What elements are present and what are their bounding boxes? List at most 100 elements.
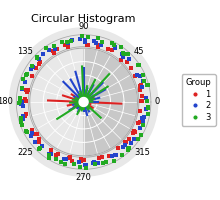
- Point: [99, 43, 102, 47]
- Point: [33, 132, 36, 135]
- Point: [127, 58, 130, 61]
- Point: [37, 140, 41, 144]
- Point: [133, 74, 137, 77]
- Point: [113, 153, 116, 156]
- Point: [129, 67, 132, 70]
- Point: [48, 49, 51, 52]
- Text: 315: 315: [134, 148, 150, 157]
- Point: [122, 52, 125, 55]
- Point: [138, 85, 141, 88]
- Text: 270: 270: [76, 173, 92, 182]
- Point: [25, 112, 28, 116]
- Point: [100, 155, 103, 158]
- Point: [119, 58, 123, 61]
- Point: [69, 39, 73, 42]
- Point: [140, 116, 144, 119]
- Point: [29, 68, 33, 71]
- Point: [60, 40, 64, 44]
- Point: [132, 137, 136, 141]
- Point: [113, 46, 117, 50]
- Point: [53, 47, 57, 50]
- Point: [139, 126, 142, 129]
- Point: [63, 162, 67, 165]
- Point: [25, 130, 29, 134]
- Point: [45, 47, 48, 50]
- Point: [37, 63, 40, 66]
- Point: [146, 83, 149, 86]
- Point: [107, 154, 111, 157]
- Point: [77, 160, 81, 163]
- Point: [97, 45, 100, 48]
- Point: [54, 158, 57, 161]
- Point: [30, 129, 34, 132]
- Point: [114, 153, 118, 156]
- Point: [126, 148, 130, 152]
- Point: [35, 66, 38, 69]
- Point: [101, 162, 105, 165]
- Point: [84, 166, 88, 169]
- Point: [141, 123, 144, 126]
- Point: [31, 65, 35, 68]
- Point: [112, 159, 116, 162]
- Point: [85, 44, 88, 47]
- Point: [24, 74, 28, 77]
- Point: [136, 137, 140, 140]
- Point: [146, 84, 149, 87]
- Point: [147, 112, 150, 115]
- Point: [141, 73, 145, 76]
- Point: [20, 88, 24, 91]
- Text: 180: 180: [0, 97, 13, 106]
- Point: [63, 43, 66, 47]
- Point: [138, 120, 142, 123]
- Point: [20, 116, 23, 119]
- Point: [116, 147, 119, 150]
- Point: [111, 155, 114, 158]
- Point: [131, 132, 135, 135]
- Point: [18, 97, 21, 100]
- Point: [142, 80, 146, 83]
- Point: [19, 99, 22, 102]
- Point: [82, 158, 86, 161]
- Point: [25, 73, 29, 76]
- Point: [23, 97, 27, 101]
- Point: [125, 140, 128, 143]
- Point: [87, 43, 90, 46]
- Point: [121, 153, 124, 156]
- Point: [137, 64, 140, 67]
- Point: [42, 53, 45, 56]
- Point: [132, 129, 136, 132]
- Point: [20, 103, 23, 106]
- Point: [129, 142, 133, 145]
- Point: [55, 48, 59, 51]
- Point: [112, 43, 116, 47]
- Point: [139, 83, 143, 87]
- Point: [52, 44, 55, 47]
- Point: [59, 160, 62, 163]
- Point: [126, 148, 130, 151]
- Point: [79, 157, 82, 160]
- Point: [86, 35, 90, 38]
- Point: [47, 157, 51, 160]
- Point: [113, 46, 117, 49]
- Point: [31, 64, 34, 68]
- Point: [94, 42, 98, 45]
- Point: [136, 73, 139, 76]
- Point: [97, 156, 100, 159]
- Legend: 1, 2, 3: 1, 2, 3: [182, 74, 216, 126]
- Point: [137, 64, 141, 67]
- Point: [139, 75, 142, 78]
- Point: [146, 106, 150, 109]
- Point: [40, 144, 44, 147]
- Point: [123, 144, 127, 147]
- Point: [35, 133, 38, 136]
- Point: [128, 137, 131, 140]
- Point: [37, 137, 40, 140]
- Point: [38, 146, 41, 150]
- Point: [80, 35, 84, 38]
- Point: [138, 109, 141, 113]
- Point: [20, 100, 24, 104]
- Point: [110, 42, 113, 45]
- Point: [140, 94, 144, 98]
- Point: [50, 148, 53, 151]
- Point: [92, 40, 95, 43]
